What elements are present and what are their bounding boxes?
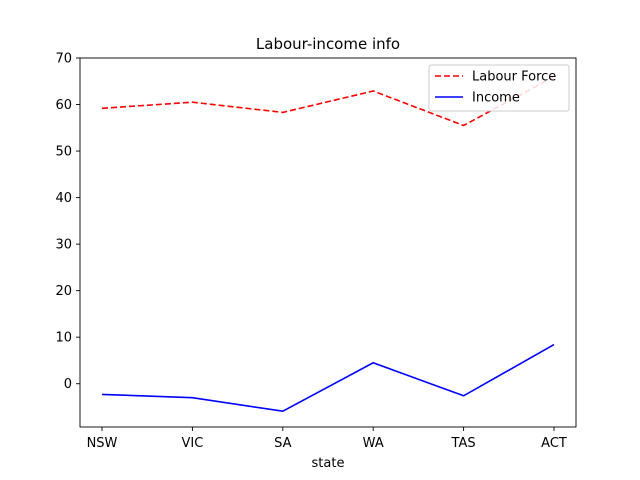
- y-tick-label: 50: [55, 145, 72, 160]
- y-tick-label: 0: [64, 377, 72, 392]
- x-tick-label: WA: [363, 436, 384, 451]
- legend-label-1: Labour Force: [472, 70, 556, 85]
- series-layer: [101, 75, 555, 413]
- plot-area: [80, 58, 576, 427]
- y-tick-label: 30: [55, 238, 72, 253]
- legend-label-2: Income: [472, 91, 520, 106]
- series-line-1: [101, 75, 555, 127]
- y-tick-label: 40: [55, 191, 72, 206]
- legend: Labour Force Income: [428, 64, 570, 112]
- y-tick-label: 60: [55, 98, 72, 113]
- y-tick-label: 10: [55, 331, 72, 346]
- plot-frame: [79, 57, 577, 428]
- series-line-2: [101, 343, 555, 413]
- axes-layer: 0 10 20 30 40 50 60 70 NSW VIC SA WA TAS ACT: [55, 52, 577, 451]
- y-tick-label: 20: [55, 284, 72, 299]
- x-tick-label: SA: [274, 436, 291, 451]
- legend-box: [428, 64, 570, 112]
- x-tick-label: TAS: [451, 436, 476, 451]
- x-tick-label: NSW: [87, 436, 118, 451]
- x-tick-label: VIC: [181, 436, 203, 451]
- x-tick-label: ACT: [541, 436, 567, 451]
- x-axis-label: state: [312, 456, 345, 471]
- chart-title: Labour-income info: [256, 35, 400, 53]
- y-tick-label: 70: [55, 52, 72, 67]
